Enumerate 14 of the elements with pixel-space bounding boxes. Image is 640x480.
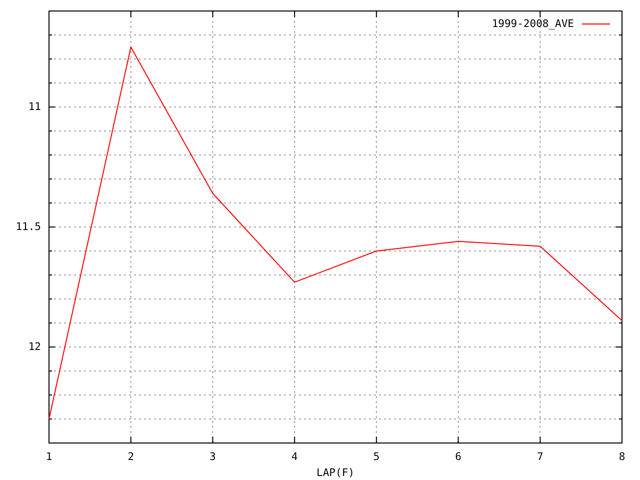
legend-label: 1999-2008_AVE [492, 18, 574, 30]
y-tick-label: 11.5 [16, 220, 41, 233]
x-tick-label: 8 [618, 451, 626, 463]
y-tick-label: 12 [28, 340, 41, 353]
x-tick-label: 1 [46, 451, 52, 463]
x-tick-label: 5 [373, 451, 380, 463]
x-axis-title: LAP(F) [316, 467, 354, 479]
x-tick-label: 4 [291, 451, 298, 463]
x-tick-label: 6 [455, 451, 462, 463]
line-series [48, 46, 622, 420]
y-tick-label: 11 [28, 100, 41, 113]
x-tick-label: 7 [536, 451, 544, 463]
x-tick-label: 2 [128, 451, 134, 463]
x-tick-label: 3 [210, 451, 216, 463]
